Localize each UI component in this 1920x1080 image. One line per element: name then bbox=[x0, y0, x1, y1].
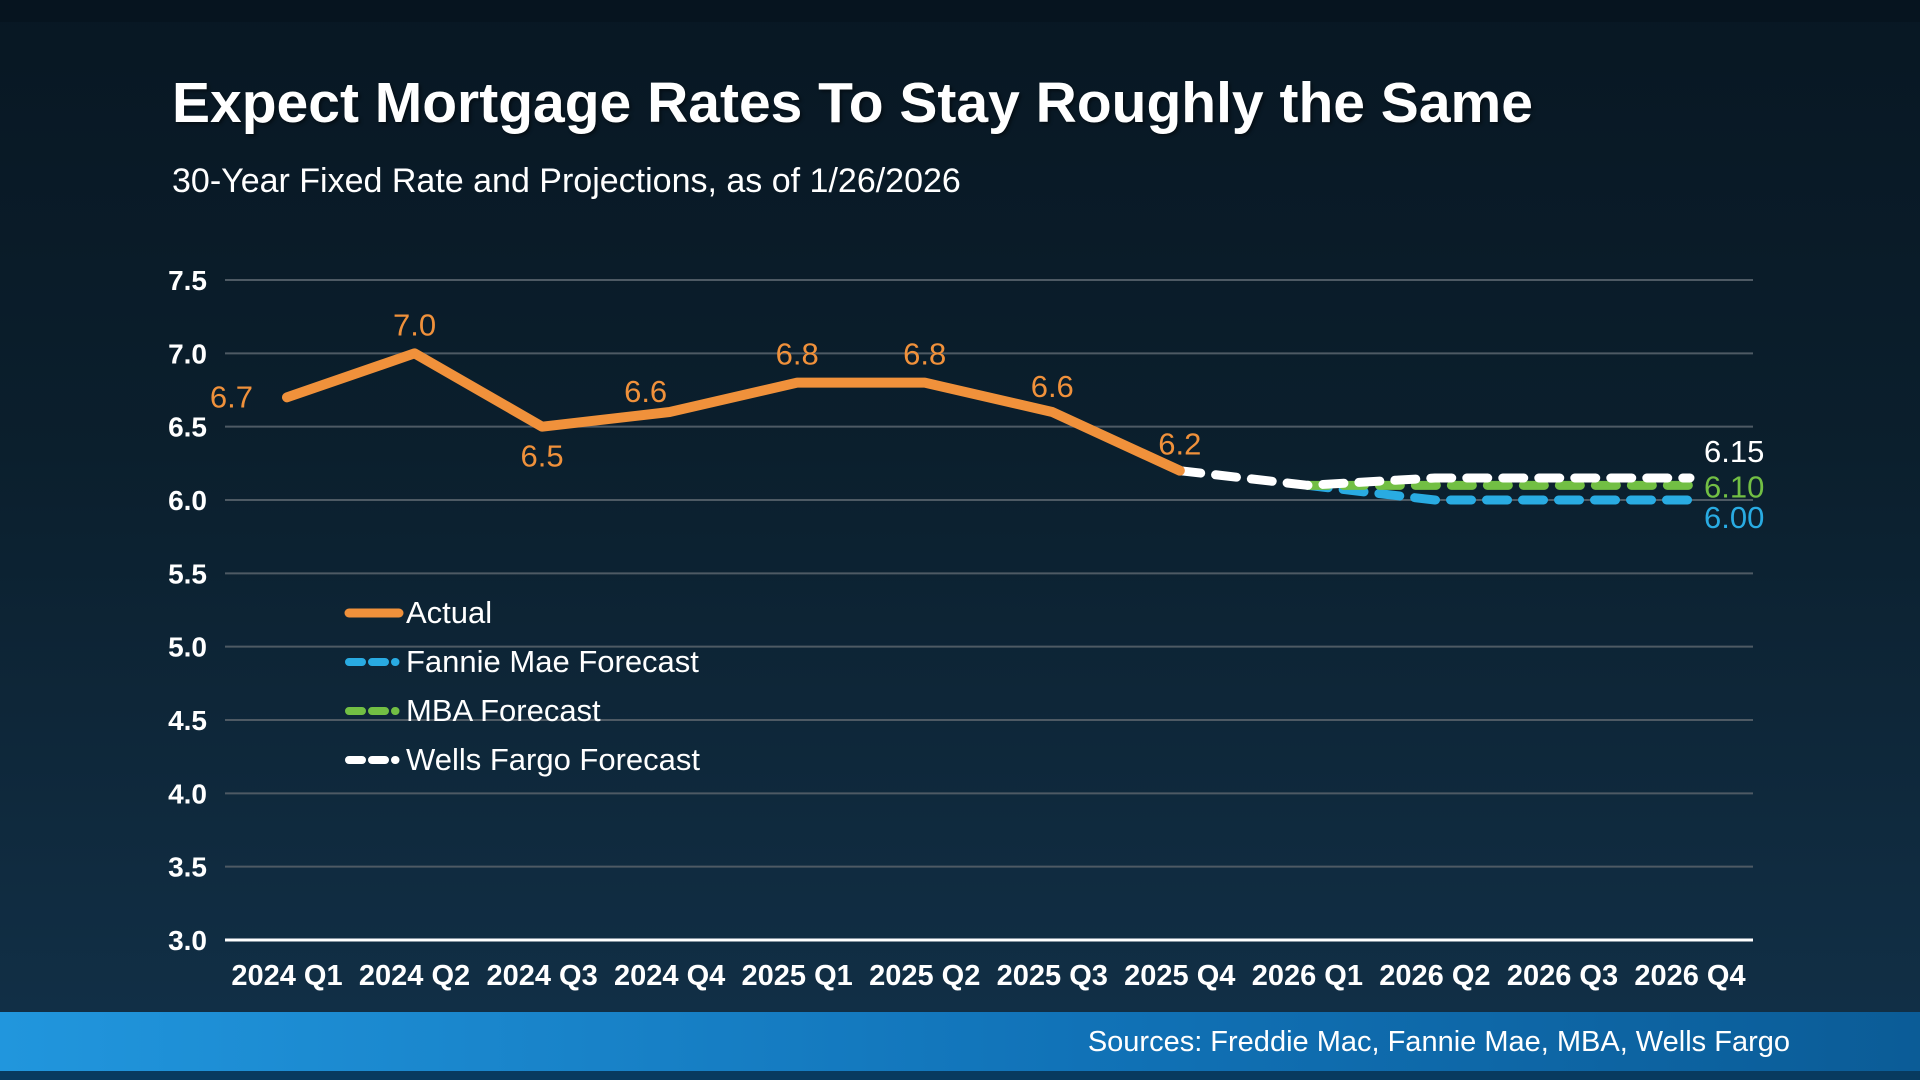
legend-item-actual: Actual bbox=[344, 588, 700, 637]
sources-text: Sources: Freddie Mac, Fannie Mae, MBA, W… bbox=[1087, 1025, 1790, 1058]
x-axis-tick-label: 2025 Q1 bbox=[742, 960, 853, 992]
series-line-wells-fargo-forecast bbox=[1175, 466, 1695, 490]
x-axis-tick-label: 2026 Q2 bbox=[1379, 960, 1490, 992]
x-axis-tick-label: 2025 Q3 bbox=[997, 960, 1108, 992]
x-axis-tick-label: 2024 Q4 bbox=[614, 960, 725, 992]
data-label-actual: 6.5 bbox=[521, 439, 564, 474]
y-axis-tick-label: 6.0 bbox=[168, 485, 207, 516]
chart-subtitle: 30-Year Fixed Rate and Projections, as o… bbox=[172, 162, 961, 200]
end-label-mba-forecast: 6.10 bbox=[1704, 469, 1764, 504]
legend-label-actual: Actual bbox=[406, 594, 493, 630]
x-axis-tick-label: 2026 Q1 bbox=[1252, 960, 1363, 992]
data-label-actual: 7.0 bbox=[393, 307, 436, 342]
data-label-actual: 6.6 bbox=[1031, 369, 1074, 404]
legend-item-wells-fargo-forecast: Wells Fargo Forecast bbox=[344, 735, 700, 784]
x-axis-tick-label: 2024 Q3 bbox=[486, 960, 597, 992]
data-label-actual: 6.8 bbox=[903, 337, 946, 372]
end-label-wells-fargo-forecast: 6.15 bbox=[1704, 434, 1764, 469]
x-axis-tick-label: 2024 Q2 bbox=[359, 960, 470, 992]
top-band bbox=[0, 0, 1920, 22]
legend-label-wells-fargo-forecast: Wells Fargo Forecast bbox=[406, 741, 701, 777]
source-bar-bottom-strip bbox=[0, 1071, 1920, 1080]
y-axis-tick-label: 3.0 bbox=[168, 925, 207, 956]
y-axis-tick-label: 7.5 bbox=[168, 265, 207, 296]
series-line-fannie-mae-forecast bbox=[1302, 480, 1695, 505]
source-bar: Sources: Freddie Mac, Fannie Mae, MBA, W… bbox=[0, 1012, 1920, 1080]
x-axis-tick-label: 2025 Q4 bbox=[1124, 960, 1235, 992]
data-label-actual: 6.7 bbox=[210, 379, 253, 414]
data-label-actual: 6.8 bbox=[776, 337, 819, 372]
y-axis-tick-label: 4.0 bbox=[168, 778, 207, 809]
y-axis-tick-label: 4.5 bbox=[168, 705, 207, 736]
legend-swatch-fannie-mae-icon bbox=[345, 657, 403, 666]
y-axis-tick-label: 5.0 bbox=[168, 632, 207, 663]
x-axis-tick-label: 2026 Q3 bbox=[1507, 960, 1618, 992]
data-label-actual: 6.2 bbox=[1158, 427, 1201, 462]
y-axis-tick-label: 6.5 bbox=[168, 412, 207, 443]
y-axis-tick-label: 7.0 bbox=[168, 338, 207, 369]
series-line-actual bbox=[282, 348, 1185, 476]
y-axis-tick-label: 3.5 bbox=[168, 852, 207, 883]
data-label-actual: 6.6 bbox=[624, 374, 667, 409]
chart-legend: Actual Fannie Mae Forecast MBA Forecast … bbox=[344, 588, 700, 784]
y-axis-tick-label: 5.5 bbox=[168, 558, 207, 589]
legend-item-fannie-mae-forecast: Fannie Mae Forecast bbox=[344, 637, 700, 686]
end-label-fannie-mae-forecast: 6.00 bbox=[1704, 500, 1764, 535]
legend-label-mba-forecast: MBA Forecast bbox=[406, 692, 601, 728]
legend-swatch-mba-icon bbox=[345, 706, 403, 715]
x-axis-tick-label: 2026 Q4 bbox=[1634, 960, 1745, 992]
x-axis-tick-label: 2024 Q1 bbox=[231, 960, 342, 992]
x-axis-tick-label: 2025 Q2 bbox=[869, 960, 980, 992]
legend-swatch-wells-fargo-icon bbox=[345, 755, 403, 764]
legend-label-fannie-mae-forecast: Fannie Mae Forecast bbox=[406, 643, 699, 679]
legend-swatch-actual-icon bbox=[344, 608, 404, 617]
legend-item-mba-forecast: MBA Forecast bbox=[344, 686, 700, 735]
chart-title: Expect Mortgage Rates To Stay Roughly th… bbox=[172, 71, 1533, 135]
